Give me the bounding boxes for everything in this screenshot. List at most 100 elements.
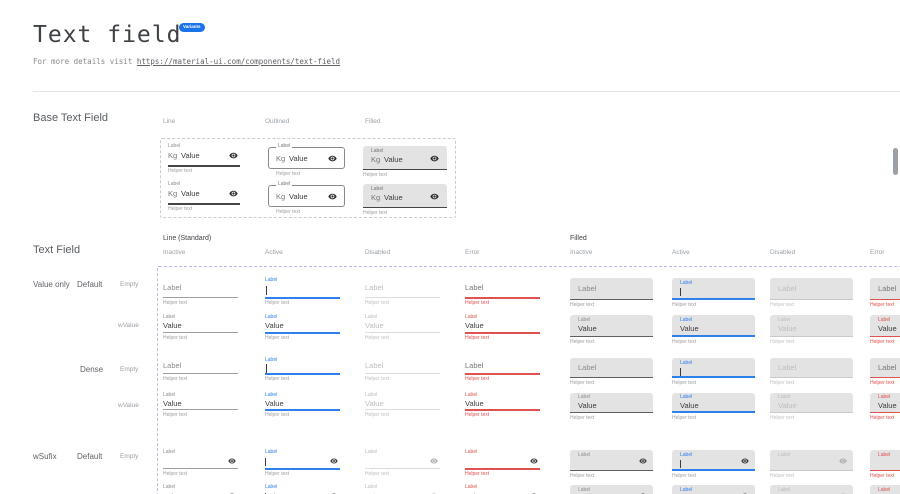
visibility-eye-icon[interactable] (741, 457, 749, 465)
field-label: Label (680, 360, 693, 366)
text-field-line-active-dense-value[interactable]: Label Value Helper text (265, 393, 340, 421)
visibility-eye-icon[interactable] (430, 154, 439, 163)
matrix-state-header: Error (465, 249, 480, 256)
text-field-line-inactive-value[interactable]: Label Value Helper text (163, 315, 238, 343)
text-field-filled-error-dense-empty[interactable]: Label Helper text (870, 358, 900, 388)
visibility-eye-icon[interactable] (639, 457, 647, 465)
text-field-line-active-value[interactable]: Label Value Helper text (265, 315, 340, 343)
visibility-eye-icon[interactable] (229, 189, 238, 198)
text-field-filled-inactive-dense-value[interactable]: Label Value Helper text (570, 393, 653, 423)
text-field-filled-disabled-dense-empty[interactable]: Label Helper text (770, 358, 853, 388)
text-field-line-active-dense-empty[interactable]: Label Helper text (265, 358, 340, 386)
field-helper-text: Helper text (465, 376, 490, 382)
filled-box: Label (770, 450, 853, 471)
text-field-line-disabled-value[interactable]: Label Value Helper text (365, 315, 440, 343)
text-field-line-inactive-wsufix-empty[interactable]: Label Helper text (163, 450, 238, 478)
visibility-eye-icon[interactable] (228, 457, 236, 465)
visibility-eye-icon[interactable] (530, 457, 538, 465)
field-helper-text: Helper text (163, 335, 188, 341)
text-field-line-disabled-dense-value[interactable]: Label Value Helper text (365, 393, 440, 421)
text-field-line-disabled-wsufix-empty[interactable]: Label Helper text (365, 450, 440, 478)
visibility-eye-icon[interactable] (229, 151, 238, 160)
visibility-eye-icon[interactable] (430, 192, 439, 201)
base-column-header: Filled (365, 118, 381, 125)
visibility-eye-icon[interactable] (430, 457, 438, 465)
field-helper-text: Helper text (870, 415, 895, 421)
text-field-filled-disabled-wsufix-empty[interactable]: Label Helper text (770, 450, 853, 480)
visibility-eye-icon[interactable] (328, 192, 337, 201)
base-text-field-line[interactable]: Label Kg Value Helper text (168, 144, 240, 174)
text-field-line-inactive-dense-value[interactable]: Label Value Helper text (163, 393, 238, 421)
text-field-filled-active-value[interactable]: Label Value Helper text (672, 315, 755, 345)
base-text-field-outlined[interactable]: Label Kg Value Helper text (268, 144, 345, 178)
outlined-box (268, 147, 345, 169)
field-label: Label (878, 317, 891, 323)
text-field-filled-inactive-empty[interactable]: Label Helper text (570, 278, 653, 308)
field-label: Label (371, 148, 384, 154)
field-underline (465, 297, 540, 299)
text-field-filled-disabled-value[interactable]: Label Value Helper text (770, 315, 853, 345)
text-field-filled-active-wsufix-empty[interactable]: Label Helper text (672, 450, 755, 480)
filled-box: Label Kg Value (363, 184, 447, 208)
text-field-filled-error-empty[interactable]: Label Helper text (870, 278, 900, 308)
base-text-field-filled[interactable]: Label Kg Value Helper text (363, 182, 447, 216)
text-field-filled-inactive-value[interactable]: Label Value Helper text (570, 315, 653, 345)
text-field-line-inactive-empty[interactable]: Label Helper text (163, 278, 238, 306)
text-field-filled-active-dense-empty[interactable]: Label Helper text (672, 358, 755, 388)
text-field-line-error-empty[interactable]: Label Helper text (465, 278, 540, 306)
text-field-filled-inactive-dense-empty[interactable]: Label Helper text (570, 358, 653, 388)
filled-box: Label (672, 278, 755, 300)
text-field-line-error-dense-value[interactable]: Label Value Helper text (465, 393, 540, 421)
field-helper-text: Helper text (570, 473, 595, 479)
matrix-group-header: Filled (570, 235, 587, 242)
field-label: Label (163, 484, 176, 490)
text-field-filled-active-empty[interactable]: Label Helper text (672, 278, 755, 308)
text-field-line-disabled-empty[interactable]: Label Helper text (365, 278, 440, 306)
text-caret (680, 288, 681, 296)
text-field-line-active-wsufix-empty[interactable]: Label Helper text (265, 450, 340, 478)
text-field-filled-error-value[interactable]: Label Value Helper text (870, 315, 900, 345)
base-text-field-filled[interactable]: Label Kg Value Helper text (363, 144, 447, 178)
text-field-filled-inactive-wsufix-empty[interactable]: Label Helper text (570, 450, 653, 480)
text-field-line-error-dense-empty[interactable]: Label Helper text (465, 358, 540, 386)
field-helper-text: Helper text (365, 412, 390, 418)
base-text-field-outlined[interactable]: Label Kg Value Helper text (268, 182, 345, 216)
text-field-line-active-empty[interactable]: Label Helper text (265, 278, 340, 306)
field-label-placeholder: Label (778, 363, 797, 372)
field-helper-text: Helper text (770, 339, 795, 345)
field-underline (163, 468, 238, 469)
text-field-filled-active-dense-value[interactable]: Label Value Helper text (672, 393, 755, 423)
field-value: Value (365, 321, 384, 330)
field-label: Label (778, 317, 791, 323)
text-field-line-error-wsufix-empty[interactable]: Label Helper text (465, 450, 540, 478)
text-field-line-disabled-dense-empty[interactable]: Label Helper text (365, 358, 440, 386)
visibility-eye-icon[interactable] (330, 457, 338, 465)
text-field-filled-error-dense-value[interactable]: Label Value Helper text (870, 393, 900, 423)
filled-box: Label (770, 278, 853, 300)
text-field-filled-error-wsufix-empty[interactable]: Label Helper text (870, 450, 900, 480)
text-field-line-inactive-dense-empty[interactable]: Label Helper text (163, 358, 238, 386)
text-field-filled-disabled-dense-value[interactable]: Label Value Helper text (770, 393, 853, 423)
text-field-line-error-value[interactable]: Label Value Helper text (465, 315, 540, 343)
visibility-eye-icon[interactable] (839, 457, 847, 465)
field-helper-text: Helper text (365, 300, 390, 306)
field-helper-text: Helper text (276, 171, 301, 177)
scrollbar-thumb[interactable] (893, 148, 898, 175)
visibility-eye-icon[interactable] (328, 154, 337, 163)
field-helper-text: Helper text (265, 412, 290, 418)
matrix-row-label: wValue (118, 322, 139, 329)
base-text-field-line[interactable]: Label Kg Value Helper text (168, 182, 240, 212)
docs-link[interactable]: https://material-ui.com/components/text-… (136, 57, 341, 66)
field-helper-text: Helper text (276, 209, 301, 215)
text-field-filled-disabled-empty[interactable]: Label Helper text (770, 278, 853, 308)
